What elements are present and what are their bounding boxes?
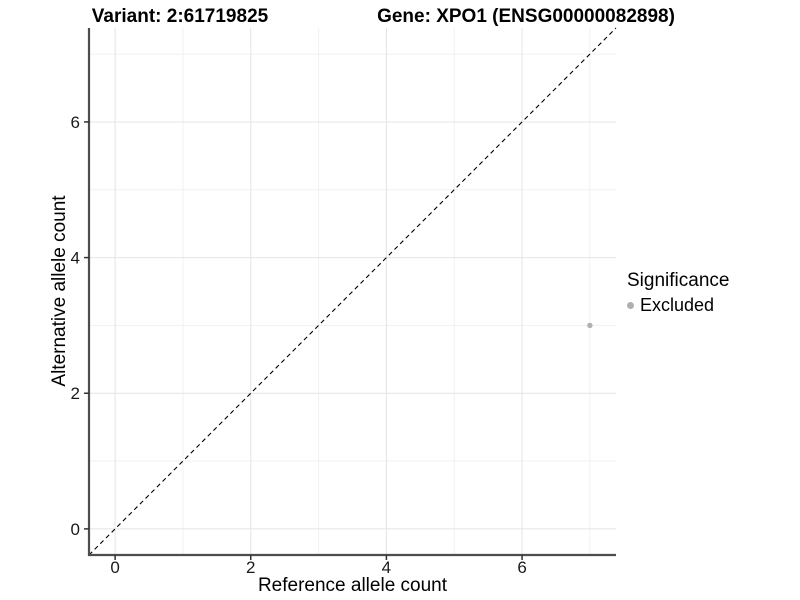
svg-text:4: 4 — [71, 249, 80, 268]
legend-title: Significance — [627, 270, 730, 291]
y-axis-title: Alternative allele count — [49, 195, 70, 387]
x-axis-title: Reference allele count — [257, 575, 448, 596]
svg-text:0: 0 — [71, 520, 80, 539]
legend-item-label: Excluded — [640, 295, 715, 315]
svg-text:4: 4 — [382, 558, 391, 577]
svg-text:6: 6 — [517, 558, 526, 577]
legend: Significance Excluded — [627, 270, 729, 316]
svg-text:0: 0 — [110, 558, 119, 577]
legend-point-icon — [627, 302, 634, 309]
variant-title: Variant: 2:61719825 — [91, 6, 269, 27]
svg-text:6: 6 — [71, 113, 80, 132]
legend-item-excluded: Excluded — [627, 295, 729, 316]
gene-title: Gene: XPO1 (ENSG00000082898) — [377, 6, 675, 27]
svg-text:2: 2 — [71, 384, 80, 403]
svg-text:2: 2 — [246, 558, 255, 577]
